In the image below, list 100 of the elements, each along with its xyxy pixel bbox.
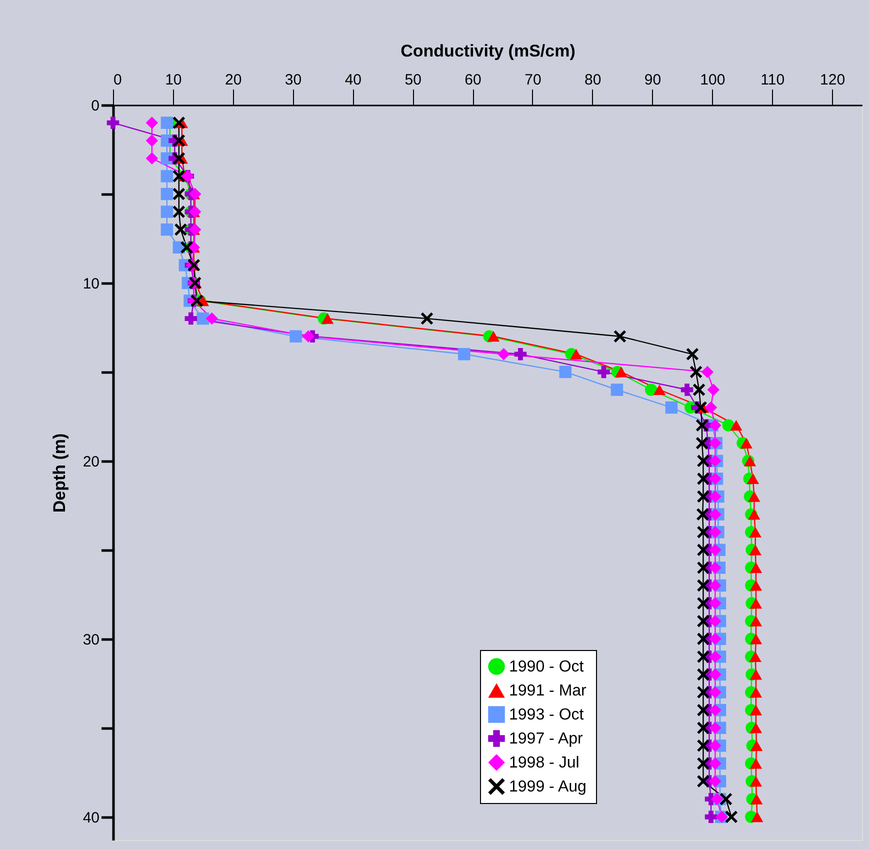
point <box>697 454 710 468</box>
point <box>709 526 722 538</box>
point <box>290 330 302 342</box>
point <box>614 330 626 342</box>
point <box>598 366 610 378</box>
point <box>172 188 186 200</box>
point <box>750 740 763 751</box>
point <box>749 526 762 538</box>
point <box>746 473 760 484</box>
point <box>302 330 314 342</box>
point <box>146 116 158 129</box>
point <box>697 686 710 698</box>
legend-label: 1999 - Aug <box>509 778 586 796</box>
y-axis-title: Depth (m) <box>50 433 69 513</box>
point <box>697 490 710 503</box>
point <box>697 544 710 556</box>
point <box>696 419 708 432</box>
point <box>696 437 708 450</box>
point <box>206 312 218 325</box>
point <box>697 562 710 574</box>
point <box>709 722 722 734</box>
point <box>697 632 710 646</box>
point <box>697 597 710 610</box>
x-tick-label: 100 <box>700 72 726 88</box>
x-tick-label: 20 <box>224 72 242 88</box>
x-tick-label: 30 <box>284 72 302 88</box>
point <box>704 810 718 823</box>
point <box>709 704 722 716</box>
point <box>750 598 762 609</box>
y-tick-label: 0 <box>91 98 100 114</box>
point <box>172 116 186 129</box>
x-axis-title: Conductivity (mS/cm) <box>400 42 576 60</box>
point <box>172 206 186 218</box>
point <box>665 401 678 414</box>
point <box>750 722 762 734</box>
y-tick-label: 20 <box>82 453 100 470</box>
point <box>697 579 710 592</box>
point <box>709 614 722 628</box>
point <box>487 331 500 342</box>
point <box>697 668 710 681</box>
point <box>720 792 732 806</box>
legend-label: 1990 - Oct <box>509 658 584 676</box>
legend-label: 1998 - Jul <box>509 754 580 772</box>
point <box>160 206 174 218</box>
point <box>498 348 510 360</box>
point <box>697 472 710 485</box>
point <box>749 651 762 662</box>
point <box>701 366 714 378</box>
point <box>748 491 760 502</box>
point <box>146 152 158 165</box>
point <box>321 313 334 324</box>
y-tick-label: 40 <box>82 809 100 826</box>
point <box>750 686 762 698</box>
point <box>458 348 470 360</box>
point <box>709 686 722 698</box>
x-tick-label: 50 <box>404 72 422 88</box>
point <box>750 704 762 716</box>
point <box>160 116 174 129</box>
point <box>740 438 752 448</box>
point <box>750 758 762 769</box>
point <box>709 579 722 592</box>
point <box>694 401 707 414</box>
point <box>709 650 722 663</box>
point <box>680 384 694 396</box>
point <box>160 188 174 200</box>
point <box>709 597 722 610</box>
point <box>709 544 722 556</box>
point <box>160 170 174 182</box>
point <box>709 562 722 574</box>
point <box>709 490 722 503</box>
point <box>697 526 710 538</box>
point <box>697 614 710 628</box>
x-tick-label: 60 <box>464 72 482 88</box>
point <box>190 294 204 307</box>
x-tick-label: 70 <box>524 72 542 88</box>
point <box>160 223 174 236</box>
point <box>709 775 722 788</box>
x-tick-label: 40 <box>344 72 362 88</box>
point <box>709 757 722 770</box>
point <box>570 348 582 360</box>
point <box>748 509 760 520</box>
x-tick-label: 110 <box>760 72 785 88</box>
point <box>644 384 658 396</box>
point <box>514 348 527 360</box>
point <box>704 401 718 414</box>
point <box>697 757 710 770</box>
point <box>749 544 762 556</box>
point <box>750 562 762 574</box>
point <box>420 312 434 325</box>
point <box>696 508 709 520</box>
x-tick-label: 90 <box>644 72 662 88</box>
point <box>172 134 186 147</box>
point <box>697 740 710 752</box>
point <box>653 384 666 396</box>
point <box>750 580 762 591</box>
point <box>710 792 724 806</box>
point <box>610 384 624 396</box>
legend-label: 1997 - Apr <box>509 730 584 748</box>
y-tick-label: 10 <box>82 275 100 292</box>
point <box>697 775 710 788</box>
